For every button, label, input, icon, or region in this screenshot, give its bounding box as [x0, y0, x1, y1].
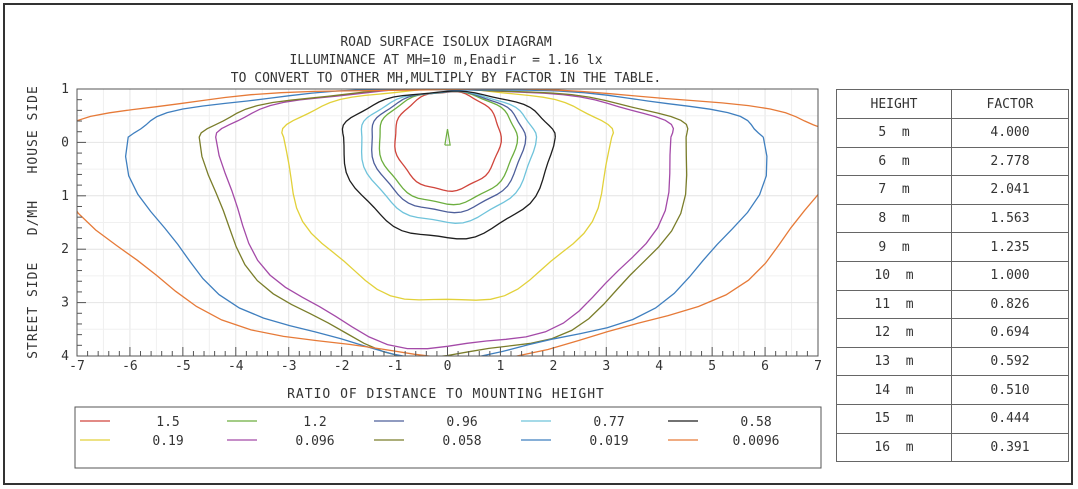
legend-label: 1.2 [303, 415, 326, 430]
contour-line-0.19 [281, 89, 615, 301]
factor-table-row: 9 m 1.235 [836, 232, 1069, 262]
y-tick-label: 1 [61, 82, 69, 97]
isolux-contours [77, 89, 818, 356]
factor-cell: 0.826 [951, 289, 1069, 320]
factor-table-row: 14 m 0.510 [836, 375, 1069, 405]
x-tick-label: -6 [122, 359, 138, 374]
height-cell: 8 m [836, 203, 952, 234]
diagram-frame [3, 3, 1073, 485]
contour-line-0.58 [341, 90, 556, 240]
factor-table-row: 7 m 2.041 [836, 175, 1069, 205]
contour-line-0.019 [124, 89, 768, 356]
x-tick-label: 4 [655, 359, 663, 374]
x-tick-label: 6 [761, 359, 769, 374]
contour-line-0.058 [198, 89, 689, 356]
factor-cell: 0.592 [951, 346, 1069, 377]
factor-table-header: HEIGHT FACTOR [836, 89, 1069, 119]
title-line-2: ILLUMINANCE AT MH=10 m,Enadir = 1.16 lx [289, 53, 602, 68]
height-cell: 11 m [836, 289, 952, 320]
factor-cell: 0.391 [951, 432, 1069, 463]
height-cell: 16 m [836, 432, 952, 463]
factor-table-row: 15 m 0.444 [836, 403, 1069, 434]
factor-cell: 1.563 [951, 203, 1069, 234]
x-axis-title: RATIO OF DISTANCE TO MOUNTING HEIGHT [287, 387, 605, 402]
legend-label: 0.019 [589, 434, 628, 449]
x-tick-label: 1 [497, 359, 505, 374]
title-line-1: ROAD SURFACE ISOLUX DIAGRAM [340, 35, 551, 50]
y-tick-label: 2 [61, 242, 69, 257]
legend-label: 0.096 [295, 434, 334, 449]
factor-cell: 2.778 [951, 146, 1069, 177]
factor-cell: 1.235 [951, 232, 1069, 262]
height-cell: 12 m [836, 318, 952, 348]
factor-cell: 4.000 [951, 118, 1069, 148]
y-tick-label: 1 [61, 189, 69, 204]
chart-title: ROAD SURFACE ISOLUX DIAGRAM ILLUMINANCE … [231, 35, 661, 86]
factor-table-row: 12 m 0.694 [836, 318, 1069, 348]
height-cell: 6 m [836, 146, 952, 177]
y-tick-label: 0 [61, 135, 69, 150]
factor-table-row: 16 m 0.391 [836, 432, 1069, 463]
factor-table-row: 10 m 1.000 [836, 260, 1069, 291]
height-cell: 7 m [836, 175, 952, 205]
x-tick-label: -7 [69, 359, 85, 374]
x-tick-label: 5 [708, 359, 716, 374]
legend-label: 0.19 [152, 434, 183, 449]
height-column-header: HEIGHT [836, 89, 952, 119]
legend-label: 0.58 [740, 415, 771, 430]
factor-cell: 1.000 [951, 260, 1069, 291]
factor-cell: 2.041 [951, 175, 1069, 205]
x-tick-label: -5 [175, 359, 191, 374]
legend-box [74, 406, 822, 469]
contour-line-1.5 [394, 90, 502, 192]
contour-line-1.2 [378, 90, 519, 206]
factor-cell: 0.694 [951, 318, 1069, 348]
factor-column-header: FACTOR [951, 89, 1069, 119]
x-tick-label: 0 [444, 359, 452, 374]
contour-line-0.77 [360, 90, 538, 224]
height-cell: 13 m [836, 346, 952, 377]
height-cell: 14 m [836, 375, 952, 405]
x-tick-label: 3 [602, 359, 610, 374]
legend-label: 1.5 [156, 415, 179, 430]
legend-label: 0.058 [442, 434, 481, 449]
y-tick-label: 4 [61, 349, 69, 364]
y-tick-labels: 1 0 1 2 3 4 [61, 82, 69, 364]
contour-line-0.096 [215, 89, 675, 350]
x-tick-labels: -7 -6 -5 -4 -3 -2 -1 0 1 2 3 4 5 6 7 [69, 359, 822, 374]
y-tick-label: 3 [61, 296, 69, 311]
legend-label: 0.96 [446, 415, 477, 430]
legend-label: 0.77 [593, 415, 624, 430]
height-cell: 10 m [836, 260, 952, 291]
x-tick-label: 7 [814, 359, 822, 374]
contour-line-0.96 [371, 90, 527, 214]
x-tick-label: -2 [334, 359, 350, 374]
chart-legend: 1.5 1.2 0.96 0.77 0.58 0.19 0.096 0.058 0.019 0.0… [74, 406, 822, 469]
title-line-3: TO CONVERT TO OTHER MH,MULTIPLY BY FACTO… [231, 71, 661, 86]
plot-axes [76, 88, 819, 357]
factor-table-row: 11 m 0.826 [836, 289, 1069, 320]
factor-table-row: 6 m 2.778 [836, 146, 1069, 177]
x-tick-label: -3 [281, 359, 297, 374]
x-tick-label: -4 [228, 359, 244, 374]
height-cell: 9 m [836, 232, 952, 262]
legend-label: 0.0096 [733, 434, 780, 449]
factor-cell: 0.444 [951, 403, 1069, 434]
factor-table-row: 5 m 4.000 [836, 118, 1069, 148]
height-factor-table: HEIGHT FACTOR 5 m 4.000 6 m 2.778 7 m 2.041 8 … [836, 89, 1069, 463]
x-tick-label: 2 [549, 359, 557, 374]
factor-table-row: 8 m 1.563 [836, 203, 1069, 234]
y-axis-title: STREET SIDE D/MH HOUSE SIDE [26, 85, 41, 359]
x-tick-label: -1 [387, 359, 403, 374]
factor-cell: 0.510 [951, 375, 1069, 405]
source-point-marker [444, 128, 451, 146]
height-cell: 5 m [836, 118, 952, 148]
contour-line-0.0096 [77, 89, 818, 356]
height-cell: 15 m [836, 403, 952, 434]
factor-table-row: 13 m 0.592 [836, 346, 1069, 377]
